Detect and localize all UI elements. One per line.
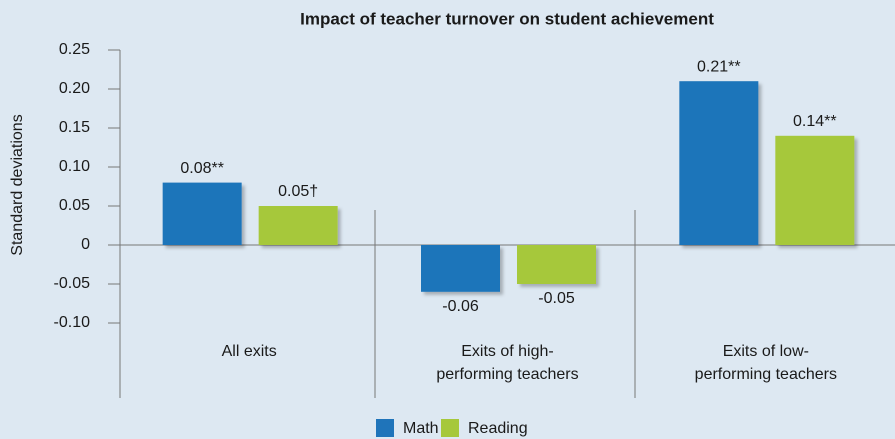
bar (679, 81, 759, 245)
value-label: -0.05 (538, 290, 575, 307)
y-tick-label: 0.15 (59, 119, 90, 136)
value-label: 0.08** (180, 160, 224, 177)
legend-swatch (376, 419, 394, 437)
x-tick-label: All exits (222, 343, 277, 360)
bar (162, 182, 242, 245)
y-tick-label: 0.10 (59, 158, 90, 175)
y-tick-label: -0.05 (54, 275, 91, 292)
x-tick-label: Exits of low- (723, 343, 809, 360)
y-tick-label: -0.10 (54, 314, 91, 331)
bar (775, 135, 855, 245)
bar (517, 245, 596, 284)
chart-title: Impact of teacher turnover on student ac… (300, 9, 714, 28)
bar (421, 245, 500, 292)
value-label: 0.14** (793, 113, 837, 130)
value-label: 0.21** (697, 58, 741, 75)
y-axis-label: Standard deviations (9, 114, 26, 255)
value-label: -0.06 (442, 298, 479, 315)
x-tick-label: performing teachers (436, 366, 578, 383)
y-tick-label: 0.25 (59, 41, 90, 58)
y-tick-label: 0.20 (59, 80, 90, 97)
y-tick-label: 0 (81, 236, 90, 253)
value-label: 0.05† (278, 183, 318, 200)
x-tick-label: Exits of high- (461, 343, 553, 360)
bar (258, 206, 338, 245)
legend-label: Reading (468, 420, 528, 437)
legend-label: Math (403, 420, 439, 437)
y-tick-label: 0.05 (59, 197, 90, 214)
x-tick-label: performing teachers (695, 366, 837, 383)
legend-swatch (441, 419, 459, 437)
